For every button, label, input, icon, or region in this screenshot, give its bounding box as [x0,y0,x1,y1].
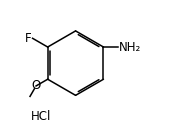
Text: O: O [32,79,41,92]
Text: NH₂: NH₂ [119,41,141,54]
Text: F: F [25,32,32,45]
Text: HCl: HCl [31,110,52,123]
